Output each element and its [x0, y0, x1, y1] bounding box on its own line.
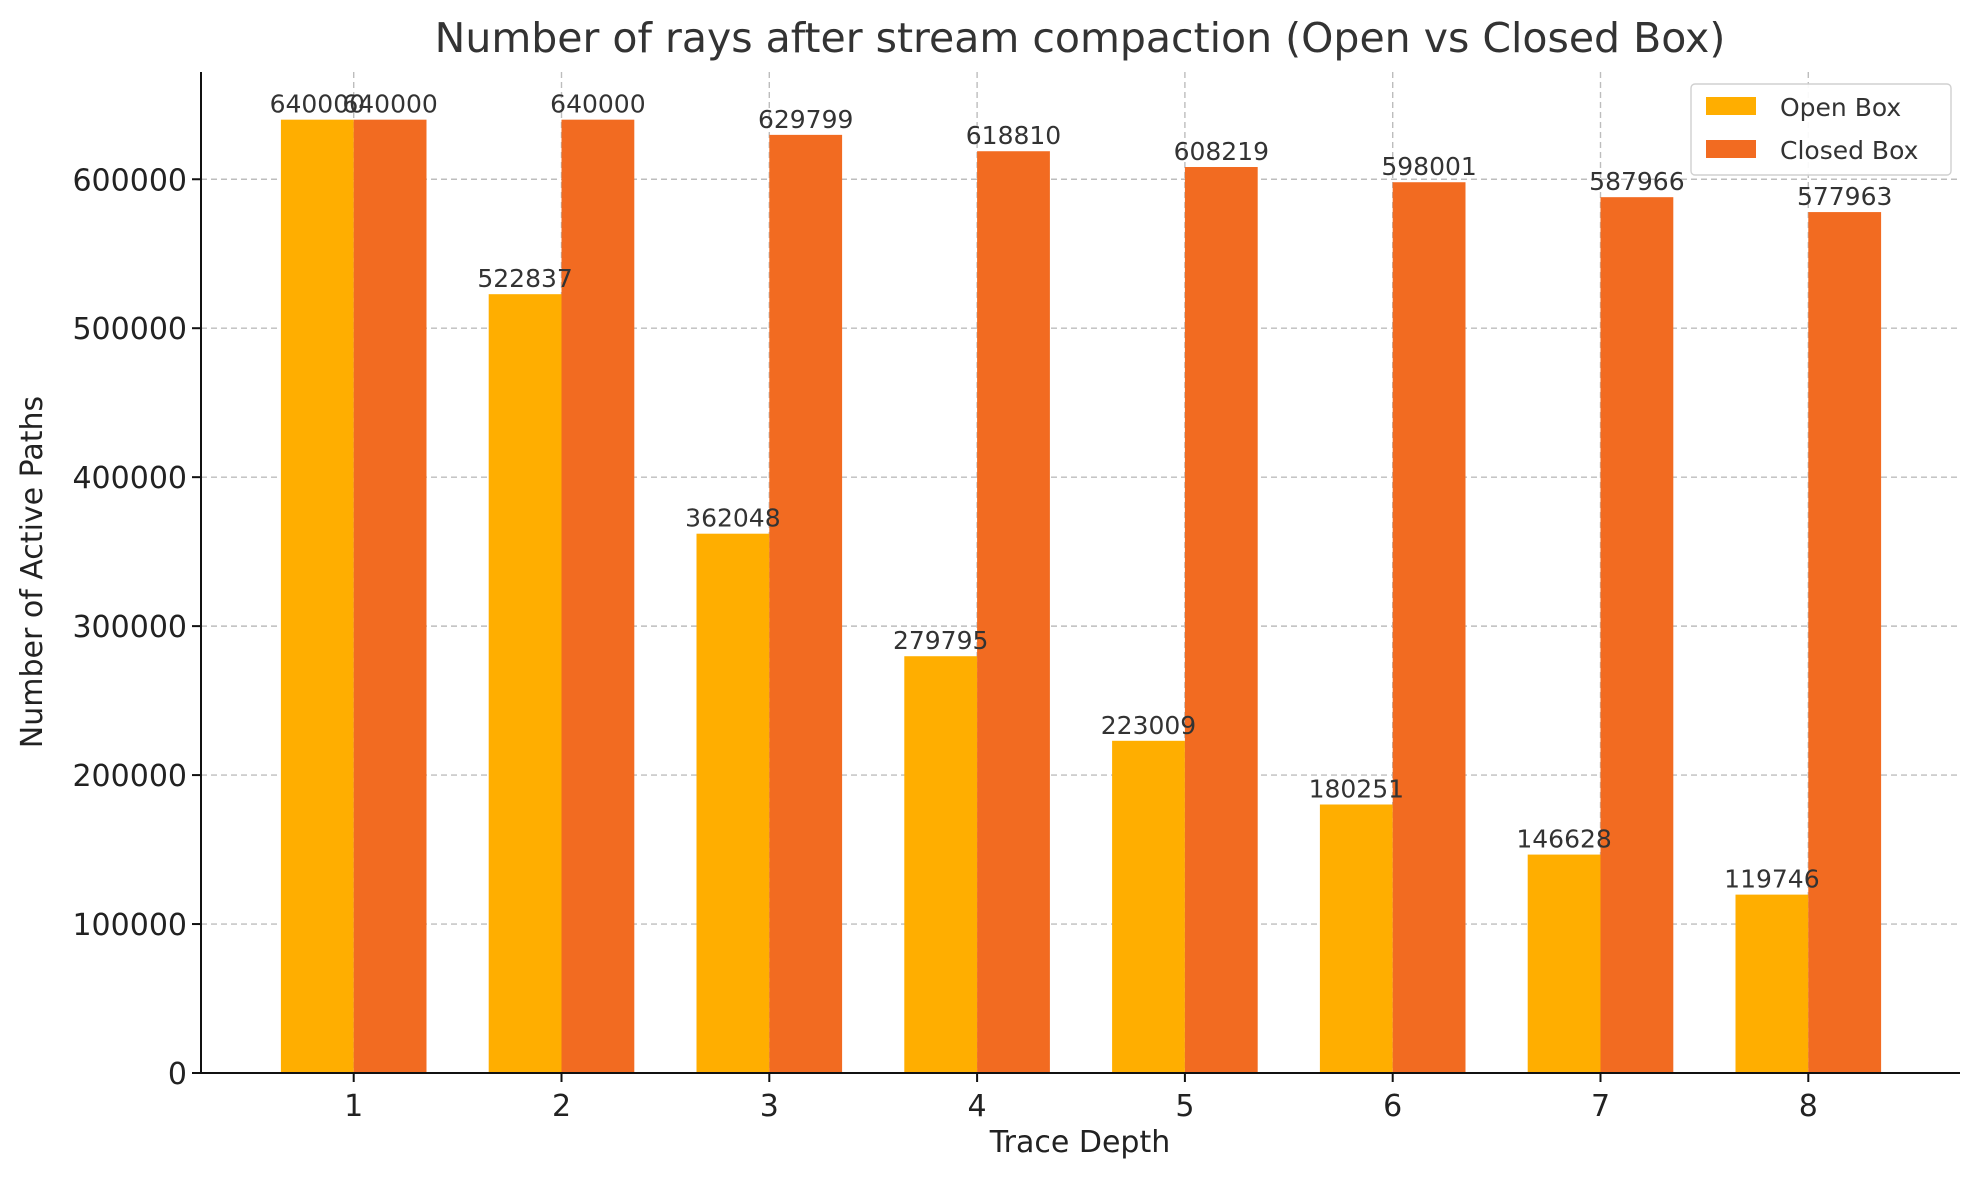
y-tick-label: 300000 — [72, 610, 187, 645]
x-tick-label: 3 — [760, 1089, 779, 1124]
legend-label-open-box: Open Box — [1780, 93, 1901, 122]
data-label-open-box: 362048 — [685, 504, 780, 533]
data-label-closed-box: 598001 — [1381, 152, 1476, 181]
bar-closed-box — [561, 119, 635, 1073]
data-label-open-box: 119746 — [1724, 865, 1819, 894]
x-axis-label: Trace Depth — [989, 1125, 1171, 1160]
bar-open-box — [1112, 740, 1185, 1073]
data-label-closed-box: 608219 — [1174, 137, 1269, 166]
x-axis-ticks: 1 2 3 4 5 6 7 8 — [344, 1073, 1818, 1124]
x-tick-label: 1 — [344, 1089, 363, 1124]
data-label-open-box: 522837 — [477, 264, 572, 293]
y-tick-label: 0 — [168, 1057, 187, 1092]
data-label-open-box: 640000 — [270, 90, 365, 119]
data-label-open-box: 223009 — [1101, 711, 1196, 740]
data-label-closed-box: 618810 — [966, 121, 1061, 150]
y-axis-label: Number of Active Paths — [15, 396, 50, 748]
data-label-open-box: 146628 — [1516, 825, 1611, 854]
bar-open-box — [1319, 804, 1393, 1073]
legend-swatch-closed-box — [1706, 140, 1756, 158]
bar-open-box — [280, 119, 354, 1073]
bar-closed-box — [1600, 197, 1674, 1073]
bar-closed-box — [1184, 167, 1258, 1074]
data-label-closed-box: 587966 — [1589, 167, 1684, 196]
data-label-closed-box: 629799 — [758, 105, 853, 134]
y-tick-label: 400000 — [72, 461, 187, 496]
y-tick-label: 100000 — [72, 908, 187, 943]
legend-swatch-open-box — [1706, 97, 1756, 115]
bar-open-box — [488, 294, 562, 1074]
bar-closed-box — [1808, 212, 1882, 1074]
bar-open-box — [1527, 854, 1601, 1073]
legend-label-closed-box: Closed Box — [1780, 136, 1918, 165]
x-tick-label: 4 — [968, 1089, 987, 1124]
bar-closed-box — [769, 134, 843, 1073]
data-label-closed-box: 640000 — [550, 90, 645, 119]
bar-open-box — [696, 533, 770, 1073]
y-tick-label: 500000 — [72, 312, 187, 347]
data-label-open-box: 279795 — [893, 626, 988, 655]
bars — [280, 119, 1882, 1074]
bar-closed-box — [1392, 182, 1466, 1074]
data-label-closed-box: 577963 — [1797, 182, 1892, 211]
x-tick-label: 7 — [1591, 1089, 1610, 1124]
bar-closed-box — [353, 119, 427, 1073]
chart-title: Number of rays after stream compaction (… — [435, 14, 1726, 62]
y-axis-ticks: 0 100000 200000 300000 400000 500000 600000 — [72, 163, 201, 1092]
y-tick-label: 600000 — [72, 163, 187, 198]
x-tick-label: 5 — [1175, 1089, 1194, 1124]
bar-open-box — [904, 656, 978, 1073]
bar-closed-box — [977, 151, 1050, 1073]
legend: Open Box Closed Box — [1690, 83, 1952, 176]
x-tick-label: 6 — [1383, 1089, 1402, 1124]
y-tick-label: 200000 — [72, 759, 187, 794]
data-labels: 640000 522837 362048 279795 223009 180251 1466… — [270, 90, 1893, 894]
bar-open-box — [1735, 894, 1809, 1073]
x-tick-label: 2 — [552, 1089, 571, 1124]
x-tick-label: 8 — [1799, 1089, 1818, 1124]
data-label-open-box: 180251 — [1309, 775, 1404, 804]
data-label-closed-box: 640000 — [342, 90, 437, 119]
